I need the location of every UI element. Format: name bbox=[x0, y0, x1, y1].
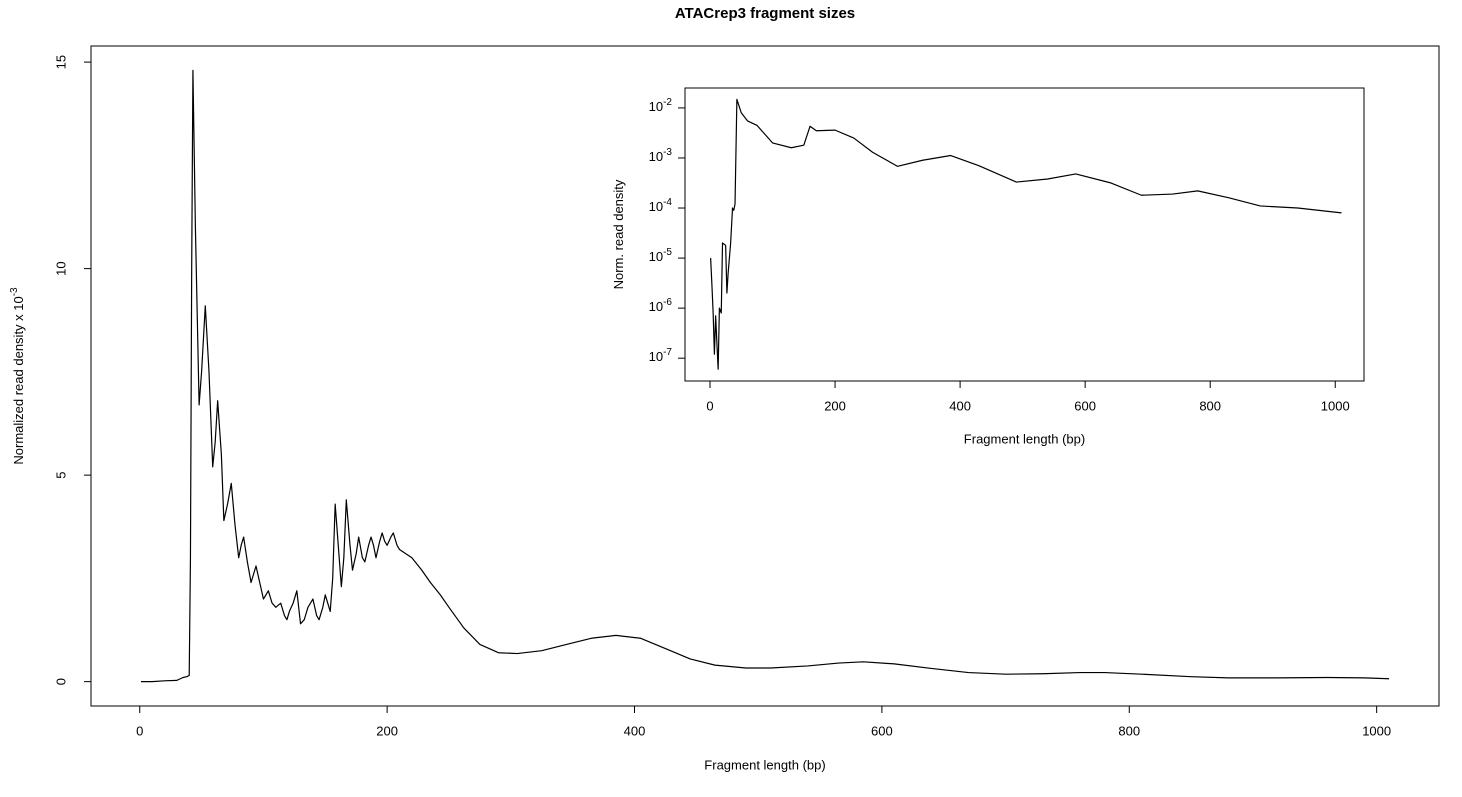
x-tick-label: 800 bbox=[1199, 398, 1221, 413]
y-axis-label-exponent: -3 bbox=[9, 287, 20, 296]
plot-frame bbox=[684, 87, 1365, 382]
x-tick-label: 400 bbox=[624, 723, 646, 738]
x-tick-label: 200 bbox=[376, 723, 398, 738]
y-tick-label: 10-3 bbox=[649, 147, 673, 165]
data-line bbox=[710, 98, 1342, 370]
x-tick-label: 0 bbox=[136, 723, 143, 738]
y-axis-label: Norm. read density bbox=[611, 179, 626, 289]
data-line bbox=[140, 69, 1390, 683]
x-tick-label: 0 bbox=[706, 398, 713, 413]
x-tick-label: 600 bbox=[871, 723, 893, 738]
y-tick-label: 15 bbox=[53, 55, 68, 69]
y-tick-label: 0 bbox=[53, 678, 68, 685]
y-tick-label: 10-2 bbox=[649, 97, 673, 115]
x-tick-label: 600 bbox=[1074, 398, 1096, 413]
x-axis-label: Fragment length (bp) bbox=[964, 431, 1085, 446]
y-axis-label-text: Normalized read density x 10 bbox=[11, 296, 26, 464]
x-tick-label: 200 bbox=[824, 398, 846, 413]
y-tick-label: 10-7 bbox=[649, 347, 673, 365]
plot-frame bbox=[90, 45, 1440, 707]
y-axis-label: Normalized read density x 10-3 bbox=[9, 287, 27, 465]
y-tick-label: 10-5 bbox=[649, 247, 673, 265]
x-tick-label: 1000 bbox=[1362, 723, 1391, 738]
y-tick-label: 5 bbox=[53, 472, 68, 479]
x-axis-label: Fragment length (bp) bbox=[704, 757, 825, 772]
y-axis-label-text: Norm. read density bbox=[611, 179, 626, 289]
y-tick-label: 10-6 bbox=[649, 297, 673, 315]
y-tick-label: 10-4 bbox=[649, 197, 673, 215]
y-tick-label: 10 bbox=[53, 261, 68, 275]
x-tick-label: 800 bbox=[1118, 723, 1140, 738]
chart-title: ATACrep3 fragment sizes bbox=[675, 5, 855, 22]
x-tick-label: 1000 bbox=[1321, 398, 1350, 413]
x-tick-label: 400 bbox=[949, 398, 971, 413]
